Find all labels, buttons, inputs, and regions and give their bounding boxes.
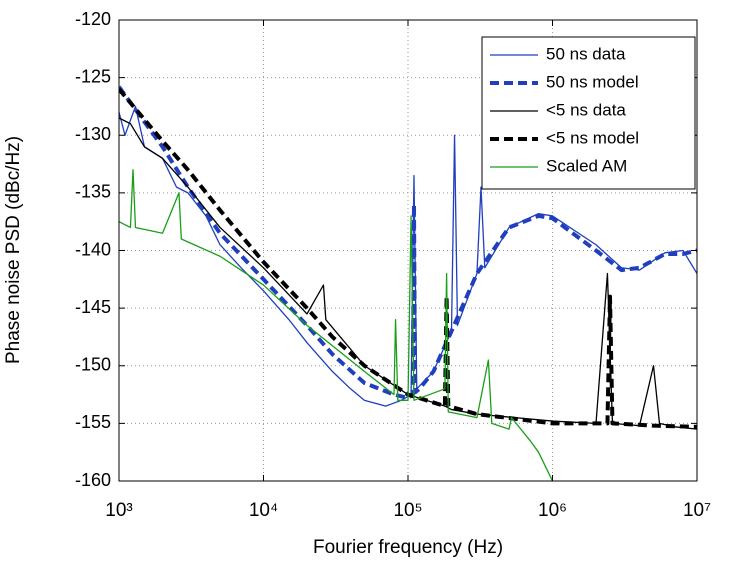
- x-tick-label: 10⁶: [538, 500, 567, 521]
- x-tick-label: 10⁴: [249, 500, 278, 521]
- legend-label: <5 ns model: [546, 128, 639, 147]
- y-tick-label: -145: [75, 297, 111, 317]
- series-line: [119, 85, 697, 401]
- legend: 50 ns data 50 ns model <5 ns data <5 ns mod…: [481, 36, 696, 190]
- x-axis-label: Fourier frequency (Hz): [313, 537, 503, 558]
- legend-label: 50 ns data: [546, 44, 626, 63]
- ticks: -160 -155 -150 -145 -140 -135 -130 -125 -120 10³ 1…: [75, 9, 711, 521]
- legend-label: 50 ns model: [546, 72, 639, 91]
- x-tick-label: 10⁵: [393, 500, 422, 521]
- x-tick-label: 10⁷: [683, 500, 711, 521]
- y-tick-label: -130: [75, 124, 111, 144]
- y-tick-label: -135: [75, 182, 111, 202]
- y-tick-label: -150: [75, 355, 111, 375]
- x-tick-label: 10³: [105, 500, 132, 521]
- series-line: [119, 87, 697, 429]
- legend-label: <5 ns data: [546, 100, 626, 119]
- legend-box: [481, 36, 696, 190]
- y-tick-label: -155: [75, 412, 111, 432]
- y-tick-label: -125: [75, 66, 111, 86]
- y-tick-label: -160: [75, 470, 111, 490]
- series-line: [119, 169, 554, 481]
- plot-lines: [119, 85, 697, 481]
- y-tick-label: -120: [75, 9, 111, 29]
- y-tick-label: -140: [75, 239, 111, 259]
- legend-label: Scaled AM: [546, 156, 627, 175]
- y-axis-label: Phase noise PSD (dBc/Hz): [3, 136, 24, 364]
